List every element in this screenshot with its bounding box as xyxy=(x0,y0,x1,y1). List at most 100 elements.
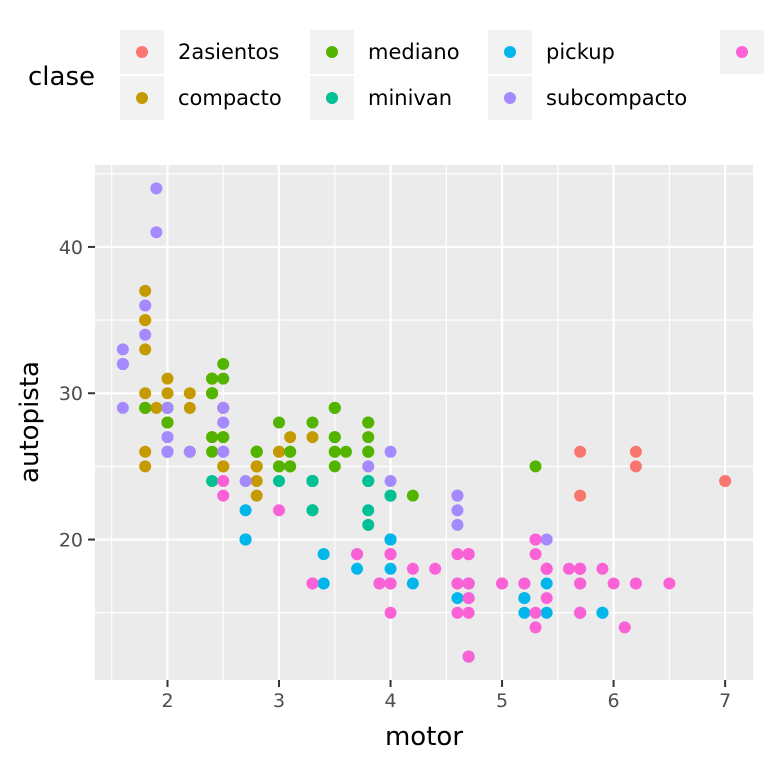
data-point xyxy=(116,401,129,414)
data-point xyxy=(362,518,375,531)
data-point xyxy=(362,475,375,488)
data-point xyxy=(540,562,553,575)
data-point xyxy=(384,577,397,590)
data-point xyxy=(139,328,152,341)
legend-title: clase xyxy=(28,62,95,92)
legend-key-dot xyxy=(326,46,338,58)
grid xyxy=(95,165,753,680)
legend-label: compacto xyxy=(178,86,282,110)
data-point xyxy=(217,416,230,429)
data-point xyxy=(596,606,609,619)
data-point xyxy=(306,504,319,517)
data-point xyxy=(339,445,352,458)
data-point xyxy=(518,606,531,619)
data-point xyxy=(362,431,375,444)
plot-panel xyxy=(95,165,753,680)
data-point xyxy=(250,489,263,502)
data-point xyxy=(273,460,286,473)
data-point xyxy=(574,562,587,575)
data-point xyxy=(451,606,464,619)
data-point xyxy=(384,533,397,546)
data-point xyxy=(384,606,397,619)
data-point xyxy=(529,621,542,634)
data-point xyxy=(362,445,375,458)
data-point xyxy=(273,504,286,517)
data-point xyxy=(284,460,297,473)
data-point xyxy=(629,460,642,473)
data-point xyxy=(529,606,542,619)
legend-key-dot xyxy=(736,46,748,58)
data-point xyxy=(206,387,219,400)
data-point xyxy=(306,416,319,429)
data-point xyxy=(139,299,152,312)
data-point xyxy=(540,533,553,546)
x-tick-label: 4 xyxy=(384,690,396,712)
data-point xyxy=(161,416,174,429)
data-point xyxy=(217,372,230,385)
legend-key-dot xyxy=(136,46,148,58)
data-point xyxy=(250,445,263,458)
data-point xyxy=(150,401,163,414)
data-point xyxy=(139,445,152,458)
data-point xyxy=(629,445,642,458)
data-point xyxy=(351,562,364,575)
data-point xyxy=(518,592,531,605)
data-point xyxy=(362,460,375,473)
x-axis-title: motor xyxy=(385,722,463,752)
data-point xyxy=(217,445,230,458)
data-point xyxy=(451,504,464,517)
data-point xyxy=(451,489,464,502)
x-tick-label: 2 xyxy=(161,690,173,712)
data-point xyxy=(362,416,375,429)
data-point xyxy=(250,460,263,473)
data-point xyxy=(161,401,174,414)
x-tick-label: 6 xyxy=(608,690,620,712)
data-point xyxy=(116,357,129,370)
data-point xyxy=(529,533,542,546)
data-point xyxy=(562,562,575,575)
data-point xyxy=(139,460,152,473)
data-point xyxy=(150,182,163,195)
legend-label: pickup xyxy=(546,40,615,64)
data-point xyxy=(273,475,286,488)
data-point xyxy=(317,577,330,590)
data-point xyxy=(496,577,509,590)
data-point xyxy=(574,577,587,590)
data-point xyxy=(663,577,676,590)
data-point xyxy=(596,562,609,575)
data-point xyxy=(529,548,542,561)
data-point xyxy=(250,475,263,488)
data-point xyxy=(384,548,397,561)
data-point xyxy=(574,445,587,458)
data-point xyxy=(206,372,219,385)
data-point xyxy=(406,562,419,575)
data-point xyxy=(574,489,587,502)
data-point xyxy=(462,577,475,590)
y-tick-label: 30 xyxy=(59,383,83,405)
data-point xyxy=(462,650,475,663)
y-axis-title: autopista xyxy=(15,361,45,483)
data-point xyxy=(217,460,230,473)
data-point xyxy=(529,460,542,473)
data-point xyxy=(540,606,553,619)
data-point xyxy=(206,475,219,488)
data-point xyxy=(451,577,464,590)
data-point xyxy=(429,562,442,575)
data-point xyxy=(150,226,163,239)
x-tick-label: 3 xyxy=(273,690,285,712)
y-tick-label: 40 xyxy=(59,237,83,259)
data-point xyxy=(384,475,397,488)
data-point xyxy=(206,445,219,458)
data-point xyxy=(284,431,297,444)
data-point xyxy=(618,621,631,634)
y-tick-label: 20 xyxy=(59,530,83,552)
data-point xyxy=(574,606,587,619)
data-point xyxy=(217,475,230,488)
data-point xyxy=(206,431,219,444)
data-point xyxy=(161,372,174,385)
data-point xyxy=(451,592,464,605)
data-point xyxy=(451,518,464,531)
data-point xyxy=(139,343,152,356)
data-point xyxy=(306,577,319,590)
